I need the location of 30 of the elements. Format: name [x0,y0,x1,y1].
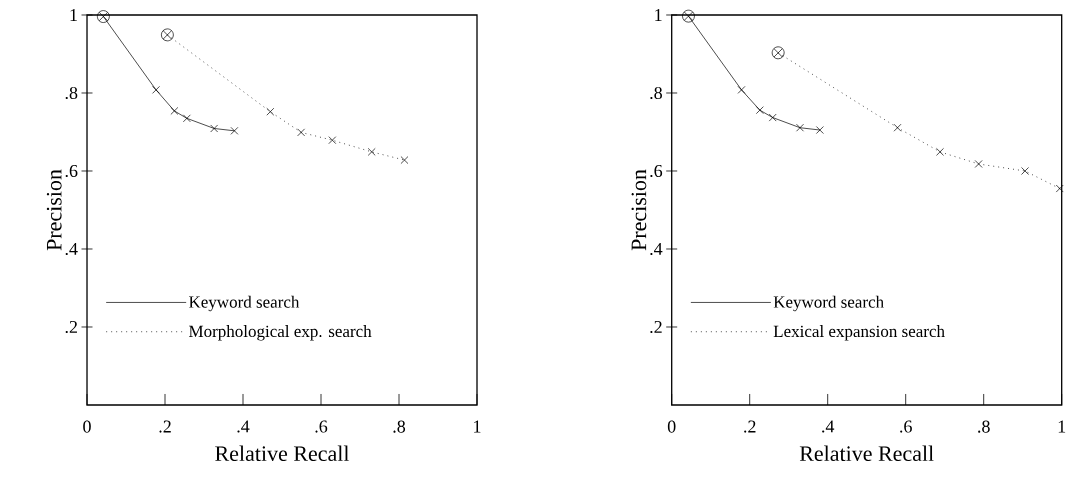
y-tick-label: .2 [65,320,77,334]
legend-label: Keyword search [188,295,300,312]
y-tick-label: 1 [655,9,662,21]
y-tick-label: .2 [650,320,662,334]
x-tick-label: .8 [978,420,990,433]
y-tick-label: .8 [65,86,78,100]
legend-label: Keyword search [773,295,884,312]
x-tick-label: .2 [744,420,756,433]
x-tick-label: 0 [83,420,91,433]
x-tick-label: 0 [667,420,676,433]
x-axis-title: Relative Recall [799,445,934,462]
y-tick-label: 1 [70,9,77,21]
y-tick-label: .6 [65,164,78,178]
x-tick-label: .4 [822,420,835,433]
y-tick-label: .4 [650,242,663,256]
y-axis-title: Precision [631,169,647,251]
x-tick-label: 1 [1058,420,1066,433]
x-tick-label: .6 [315,420,328,433]
x-tick-label: 1 [474,420,481,433]
x-tick-label: .2 [159,420,171,433]
x-tick-label: .4 [237,420,250,433]
x-tick-label: .6 [900,420,912,433]
y-axis-title: Precision [46,169,62,251]
x-tick-label: .8 [393,420,406,433]
y-tick-label: .8 [650,86,662,100]
y-tick-label: .6 [650,164,663,178]
y-tick-label: .4 [65,242,78,256]
legend-label: Morphological exp. search [188,325,372,341]
x-axis-title: Relative Recall [215,445,350,462]
legend-label: Lexical expansion search [773,325,945,341]
